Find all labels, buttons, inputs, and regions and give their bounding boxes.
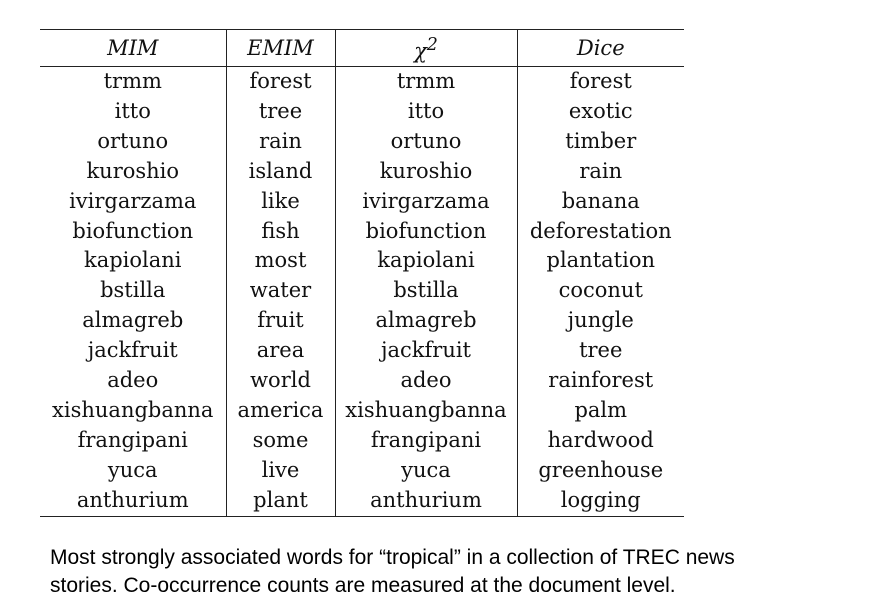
table-row: kuroshio island kuroshio rain bbox=[40, 156, 684, 187]
cell-mim: anthurium bbox=[40, 485, 227, 517]
cell-dice: coconut bbox=[558, 278, 643, 303]
cell-dice: palm bbox=[574, 397, 628, 422]
cell-dice: hardwood bbox=[547, 427, 654, 452]
cell-dice: timber bbox=[565, 128, 637, 153]
cell-chi-squared: biofunction bbox=[335, 216, 518, 247]
cell-mim: trmm bbox=[40, 66, 227, 97]
cell-emim: water bbox=[226, 276, 336, 307]
cell-emim: island bbox=[226, 156, 336, 187]
table-row: ivirgarzama like ivirgarzama banana bbox=[40, 186, 684, 217]
cell-chi-squared: adeo bbox=[335, 366, 518, 396]
cell-emim: tree bbox=[226, 96, 336, 127]
cell-dice: exotic bbox=[568, 98, 633, 123]
association-table: MIM EMIM χ2 Dice trmm forest trmm forest itt… bbox=[40, 29, 684, 517]
cell-dice: rainforest bbox=[548, 368, 654, 393]
cell-chi-squared: anthurium bbox=[335, 485, 518, 517]
table-row: frangipani some frangipani hardwood bbox=[40, 425, 684, 456]
cell-emim: some bbox=[226, 425, 336, 456]
cell-dice: logging bbox=[517, 485, 684, 517]
table-body: trmm forest trmm forest itto tree itto exotic or… bbox=[40, 66, 684, 517]
cell-emim: fruit bbox=[226, 306, 336, 337]
cell-mim: ivirgarzama bbox=[40, 186, 227, 217]
cell-chi-squared: itto bbox=[335, 96, 518, 127]
cell-chi-squared: almagreb bbox=[335, 306, 518, 337]
cell-dice: plantation bbox=[546, 248, 656, 273]
table-row: itto tree itto exotic bbox=[40, 96, 684, 127]
cell-mim: frangipani bbox=[40, 425, 227, 456]
chi-symbol: χ bbox=[414, 39, 427, 63]
cell-emim: live bbox=[226, 455, 336, 486]
cell-emim: america bbox=[226, 395, 336, 426]
cell-mim: itto bbox=[40, 96, 227, 127]
cell-chi-squared: kuroshio bbox=[335, 156, 518, 187]
table-row: biofunction fish biofunction deforestation bbox=[40, 216, 684, 247]
cell-emim: forest bbox=[226, 66, 336, 97]
cell-emim: fish bbox=[226, 216, 336, 247]
header-row: MIM EMIM χ2 Dice bbox=[40, 29, 684, 67]
cell-emim: rain bbox=[226, 126, 336, 157]
table-row: trmm forest trmm forest bbox=[40, 66, 684, 97]
cell-mim: kapiolani bbox=[40, 246, 227, 277]
cell-chi-squared: jackfruit bbox=[335, 336, 518, 367]
cell-emim: world bbox=[226, 366, 336, 396]
caption-line-2: stories. Co-occurrence counts are measur… bbox=[50, 574, 676, 597]
cell-emim: area bbox=[226, 336, 336, 367]
cell-chi-squared: frangipani bbox=[335, 425, 518, 456]
cell-mim: bstilla bbox=[40, 276, 227, 307]
cell-dice: greenhouse bbox=[538, 457, 664, 482]
cell-chi-squared: kapiolani bbox=[335, 246, 518, 277]
cell-dice: forest bbox=[569, 69, 632, 93]
cell-mim: adeo bbox=[40, 366, 227, 396]
cell-emim: like bbox=[226, 186, 336, 217]
cell-mim: xishuangbanna bbox=[40, 395, 227, 426]
cell-chi-squared: ivirgarzama bbox=[335, 186, 518, 217]
cell-chi-squared: yuca bbox=[335, 455, 518, 486]
cell-mim: biofunction bbox=[40, 216, 227, 247]
table-row: bstilla water bstilla coconut bbox=[40, 276, 684, 307]
table-row: jackfruit area jackfruit tree bbox=[40, 336, 684, 367]
table-row: almagreb fruit almagreb jungle bbox=[40, 306, 684, 337]
table-row: adeo world adeo rainforest bbox=[40, 366, 684, 396]
cell-emim: most bbox=[226, 246, 336, 277]
cell-chi-squared: trmm bbox=[335, 66, 518, 97]
table-row: anthurium plant anthurium logging bbox=[40, 485, 684, 517]
cell-dice: deforestation bbox=[529, 218, 672, 243]
cell-mim: kuroshio bbox=[40, 156, 227, 187]
table-row: xishuangbanna america xishuangbanna palm bbox=[40, 395, 684, 426]
header-emim: EMIM bbox=[226, 29, 336, 67]
table-row: ortuno rain ortuno timber bbox=[40, 126, 684, 157]
cell-mim: almagreb bbox=[40, 306, 227, 337]
cell-dice: banana bbox=[561, 188, 640, 213]
header-mim: MIM bbox=[40, 29, 227, 67]
table-caption: Most strongly associated words for “trop… bbox=[50, 544, 860, 600]
cell-dice: rain bbox=[579, 158, 623, 183]
caption-line-1: Most strongly associated words for “trop… bbox=[50, 546, 735, 569]
cell-dice: jungle bbox=[567, 308, 634, 333]
cell-mim: yuca bbox=[40, 455, 227, 486]
cell-chi-squared: ortuno bbox=[335, 126, 518, 157]
table-row: kapiolani most kapiolani plantation bbox=[40, 246, 684, 277]
cell-mim: ortuno bbox=[40, 126, 227, 157]
cell-emim: plant bbox=[226, 485, 336, 517]
table-row: yuca live yuca greenhouse bbox=[40, 455, 684, 486]
chi-exponent: 2 bbox=[426, 35, 438, 55]
header-chi-squared: χ2 bbox=[335, 29, 518, 67]
cell-mim: jackfruit bbox=[40, 336, 227, 367]
cell-dice: tree bbox=[579, 338, 623, 363]
header-dice: Dice bbox=[517, 29, 684, 67]
cell-chi-squared: bstilla bbox=[335, 276, 518, 307]
cell-chi-squared: xishuangbanna bbox=[335, 395, 518, 426]
